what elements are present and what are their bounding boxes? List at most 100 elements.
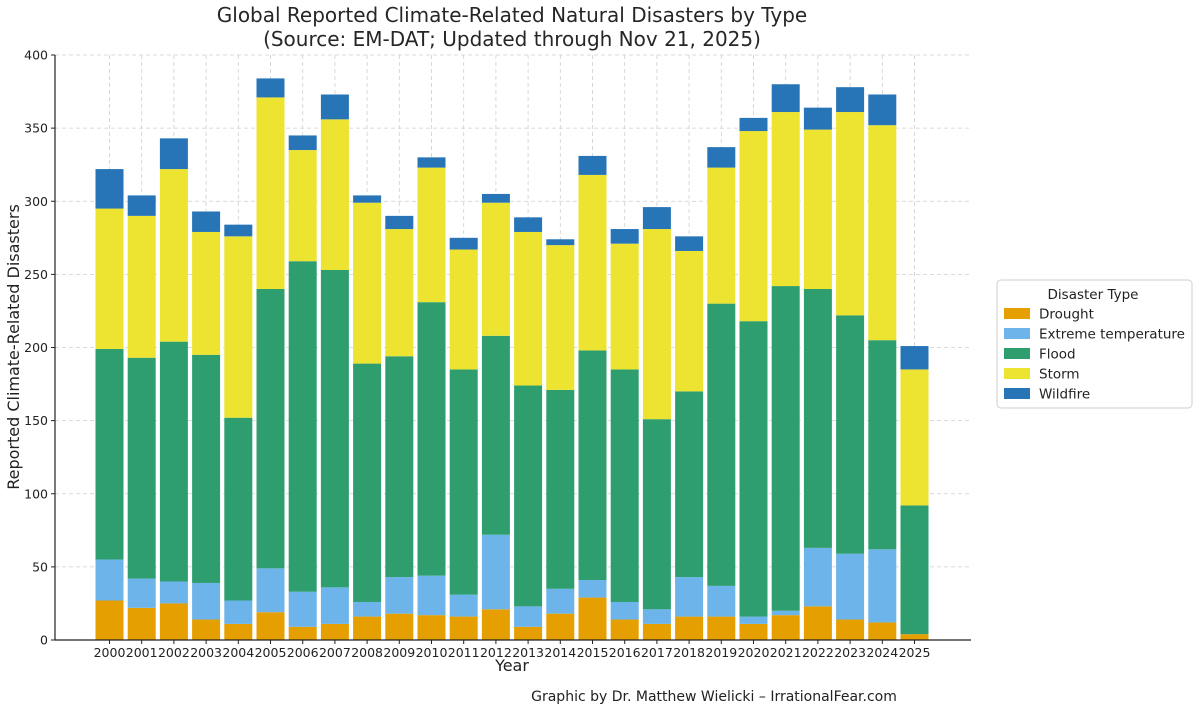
bar-segment-wildfire [610, 229, 639, 244]
x-tick-label: 2020 [738, 645, 770, 660]
y-axis-ticks: 0 50 100 150 200 250 300 350 400 [24, 48, 55, 648]
bar-segment-wildfire [803, 107, 832, 130]
legend-title: Disaster Type [1048, 287, 1139, 303]
bar-segment-flood [707, 303, 736, 586]
bar-segment-flood [771, 286, 800, 611]
bar-segment-wildfire [707, 147, 736, 168]
bar-segment-extreme-temperature [675, 577, 704, 617]
y-tick-label: 350 [24, 121, 48, 136]
legend-swatch [1004, 388, 1030, 399]
bar-segment-flood [514, 385, 543, 607]
bar-segment-drought [578, 597, 607, 640]
bar-segment-drought [95, 600, 124, 640]
bar-segment-storm [642, 229, 671, 420]
bar-segment-drought [546, 613, 575, 640]
bar-segment-flood [385, 356, 414, 578]
x-tick-label: 2014 [544, 645, 576, 660]
x-tick-label: 2017 [641, 645, 673, 660]
x-tick-label: 2007 [319, 645, 351, 660]
bar-segment-flood [256, 289, 285, 569]
bar-segment-storm [127, 215, 156, 358]
bar-segment-wildfire [578, 155, 607, 175]
bar-segment-drought [868, 622, 897, 640]
bar-segment-extreme-temperature [546, 588, 575, 614]
x-tick-label: 2019 [705, 645, 737, 660]
bar-segment-flood [127, 357, 156, 579]
bar-segment-drought [288, 626, 317, 640]
bar-segment-extreme-temperature [224, 600, 253, 624]
bar-segment-drought [159, 603, 188, 640]
bar-segment-storm [95, 208, 124, 349]
bar-segment-extreme-temperature [610, 601, 639, 620]
x-tick-label: 2003 [190, 645, 222, 660]
bar-segment-storm [900, 369, 929, 506]
bar-segment-wildfire [95, 169, 124, 209]
x-tick-label: 2016 [609, 645, 641, 660]
bar-segment-extreme-temperature [417, 575, 446, 616]
bar-segment-extreme-temperature [256, 568, 285, 613]
bar-segment-drought [900, 634, 929, 640]
bar-segment-wildfire [159, 138, 188, 170]
bar-segment-wildfire [739, 117, 768, 132]
y-tick-label: 200 [24, 340, 48, 355]
bar-segment-storm [481, 202, 510, 336]
bar-segment-wildfire [320, 94, 349, 120]
bar-segment-flood [449, 369, 478, 595]
bar-segment-storm [417, 167, 446, 303]
y-tick-label: 400 [24, 48, 48, 63]
x-tick-label: 2024 [866, 645, 898, 660]
bar-segment-extreme-temperature [836, 553, 865, 620]
bar-segment-storm [224, 236, 253, 418]
bar-segment-wildfire [675, 236, 704, 251]
bar-segment-wildfire [417, 157, 446, 168]
x-tick-label: 2012 [480, 645, 512, 660]
bar-segment-storm [803, 129, 832, 289]
bar-segment-extreme-temperature [192, 582, 221, 620]
y-tick-label: 50 [32, 559, 48, 574]
bar-segment-wildfire [546, 239, 575, 246]
bar-segment-storm [159, 169, 188, 342]
bar-segment-extreme-temperature [288, 591, 317, 627]
bar-segment-drought [353, 616, 382, 640]
legend-label: Drought [1039, 307, 1094, 323]
x-tick-label: 2023 [834, 645, 866, 660]
bar-segment-extreme-temperature [353, 601, 382, 617]
bar-segment-flood [95, 348, 124, 560]
bar-segment-storm [385, 229, 414, 357]
bars [95, 78, 929, 640]
bar-segment-wildfire [771, 84, 800, 113]
bar-segment-flood [224, 417, 253, 601]
bar-segment-storm [739, 131, 768, 322]
bar-segment-wildfire [353, 195, 382, 203]
bar-segment-storm [256, 97, 285, 289]
bar-segment-extreme-temperature [95, 559, 124, 601]
x-tick-label: 2002 [158, 645, 190, 660]
bar-segment-storm [546, 245, 575, 390]
x-tick-label: 2015 [577, 645, 609, 660]
x-tick-label: 2006 [287, 645, 319, 660]
bar-segment-extreme-temperature [514, 606, 543, 627]
bar-segment-drought [803, 606, 832, 640]
legend-label: Flood [1039, 347, 1076, 363]
bar-segment-storm [610, 243, 639, 370]
bar-segment-drought [739, 623, 768, 640]
legend-swatch [1004, 308, 1030, 319]
x-tick-label: 2001 [126, 645, 158, 660]
legend-swatch [1004, 328, 1030, 339]
bar-segment-flood [578, 350, 607, 581]
bar-segment-extreme-temperature [642, 609, 671, 624]
y-tick-label: 100 [24, 486, 48, 501]
bar-segment-wildfire [192, 211, 221, 232]
bar-segment-wildfire [514, 217, 543, 232]
x-tick-label: 2021 [770, 645, 802, 660]
bar-segment-drought [417, 615, 446, 640]
legend-swatch [1004, 348, 1030, 359]
bar-segment-drought [192, 619, 221, 640]
bar-segment-storm [353, 202, 382, 364]
x-axis-label: Year [494, 656, 529, 675]
y-tick-label: 300 [24, 194, 48, 209]
bar-segment-wildfire [288, 135, 317, 151]
bar-segment-drought [256, 612, 285, 640]
bar-segment-drought [836, 619, 865, 640]
